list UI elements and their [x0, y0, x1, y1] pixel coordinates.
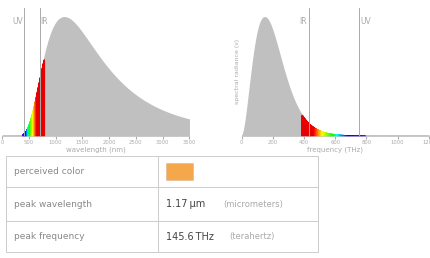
- Text: UV: UV: [12, 17, 23, 26]
- Text: (micrometers): (micrometers): [223, 200, 283, 209]
- Text: UV: UV: [359, 17, 370, 26]
- X-axis label: wavelength (nm): wavelength (nm): [66, 146, 125, 153]
- Y-axis label: spectral radiance (ν): spectral radiance (ν): [235, 39, 240, 104]
- Text: peak wavelength: peak wavelength: [14, 200, 92, 209]
- Text: peak frequency: peak frequency: [14, 232, 85, 241]
- Bar: [6, 156, 317, 252]
- Text: 145.6 THz: 145.6 THz: [165, 232, 213, 242]
- X-axis label: frequency (THz): frequency (THz): [307, 146, 362, 153]
- Text: (terahertz): (terahertz): [229, 232, 274, 241]
- Text: 1.17 μm: 1.17 μm: [165, 199, 204, 209]
- Text: IR: IR: [299, 17, 307, 26]
- Text: perceived color: perceived color: [14, 167, 84, 176]
- Text: IR: IR: [40, 17, 48, 26]
- Y-axis label: spectral radiance (λ): spectral radiance (λ): [0, 39, 1, 104]
- Bar: [165, 163, 193, 180]
